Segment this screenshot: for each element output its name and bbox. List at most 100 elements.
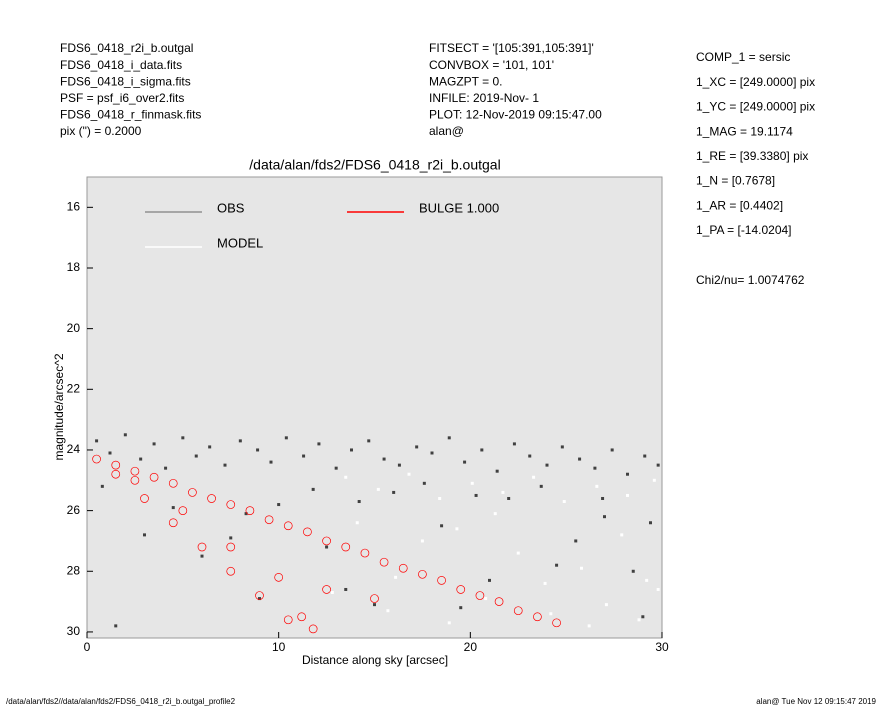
bulge-point (370, 594, 379, 603)
bulge-point (111, 460, 121, 470)
bulge-point (341, 542, 351, 552)
bulge-point (197, 542, 207, 552)
bulge-point (360, 548, 370, 558)
point (143, 533, 146, 537)
point (493, 512, 497, 516)
y-tick-label: 18 (67, 260, 81, 274)
param-line: 1_RE = [39.3380] pix (696, 149, 808, 163)
point (302, 454, 306, 458)
point (649, 521, 652, 525)
bulge-point (255, 591, 264, 600)
point (603, 515, 606, 519)
point (543, 581, 547, 585)
point (430, 451, 434, 455)
point (549, 612, 553, 616)
bulge-point (140, 494, 149, 503)
header-middle-line: INFILE: 2019-Nov- 1 (429, 91, 539, 105)
bulge-point (398, 563, 408, 573)
bulge-point (226, 542, 236, 552)
bulge-point (274, 572, 284, 582)
point (100, 484, 104, 488)
point (330, 591, 334, 595)
point (447, 621, 451, 625)
point (447, 436, 451, 440)
point (512, 442, 516, 446)
point (350, 448, 353, 452)
bulge-point (130, 475, 140, 485)
point (229, 536, 233, 540)
point (317, 442, 321, 446)
y-tick-label: 28 (67, 563, 81, 577)
point (580, 566, 583, 570)
param-line: 1_N = [0.7678] (696, 174, 775, 188)
bulge-point (308, 624, 318, 634)
bulge-point (226, 566, 236, 576)
footer-left: /data/alan/fds2//data/alan/fds2/FDS6_041… (6, 697, 236, 706)
point (562, 500, 566, 504)
point (407, 472, 411, 476)
y-tick-label: 26 (67, 503, 81, 517)
y-tick-label: 30 (67, 624, 81, 638)
header-left-line: pix (") = 0.2000 (60, 124, 142, 138)
point (325, 545, 329, 549)
header-middle-line: alan@ (429, 124, 464, 138)
bulge-point (283, 521, 293, 531)
point (258, 597, 261, 601)
point (643, 454, 647, 458)
bulge-point (418, 569, 427, 579)
point (645, 578, 649, 582)
point (440, 524, 444, 528)
header-middle-line: PLOT: 12-Nov-2019 09:15:47.00 (429, 108, 602, 122)
point (355, 521, 359, 525)
point (123, 433, 127, 437)
bulge-point (226, 500, 236, 509)
bulge-point (494, 597, 504, 606)
bulge-point (92, 454, 101, 464)
header-middle-line: FITSECT = '[105:391,105:391]' (429, 41, 594, 55)
x-tick-label: 10 (272, 640, 286, 654)
point (394, 575, 398, 579)
point (480, 448, 484, 452)
param-line: 1_AR = [0.4402] (696, 198, 783, 212)
point (208, 445, 212, 449)
bulge-point (437, 576, 446, 585)
param-line: 1_YC = [249.0000] pix (696, 100, 815, 114)
x-tick-label: 0 (84, 640, 91, 654)
point (334, 466, 338, 470)
point (164, 466, 168, 470)
point (269, 460, 273, 464)
point (604, 603, 608, 607)
point (152, 442, 156, 446)
point (610, 448, 614, 452)
legend-label: MODEL (217, 235, 263, 250)
header-left-line: FDS6_0418_r_finmask.fits (60, 108, 201, 122)
bulge-point (322, 536, 331, 546)
point (595, 484, 599, 488)
point (528, 454, 532, 458)
header-left-line: FDS6_0418_i_sigma.fits (60, 74, 191, 88)
header-left-line: FDS6_0418_i_data.fits (60, 58, 182, 72)
param-line: 1_XC = [249.0000] pix (696, 75, 815, 89)
param-line: 1_PA = [-14.0204] (696, 223, 792, 237)
point (108, 451, 112, 455)
point (256, 448, 260, 452)
point (656, 463, 660, 467)
point (516, 551, 520, 555)
point (386, 609, 390, 613)
point (560, 445, 564, 449)
point (200, 554, 204, 558)
bulge-point (111, 469, 121, 479)
legend-label: BULGE 1.000 (419, 200, 499, 215)
bulge-point (297, 612, 307, 622)
point (114, 624, 118, 628)
point (463, 460, 467, 464)
point (244, 512, 248, 516)
bulge-point (264, 515, 274, 525)
point (574, 539, 578, 543)
point (459, 606, 463, 610)
point (620, 533, 624, 537)
point (357, 500, 361, 504)
point (637, 618, 641, 622)
point (376, 487, 380, 491)
point (555, 563, 559, 567)
